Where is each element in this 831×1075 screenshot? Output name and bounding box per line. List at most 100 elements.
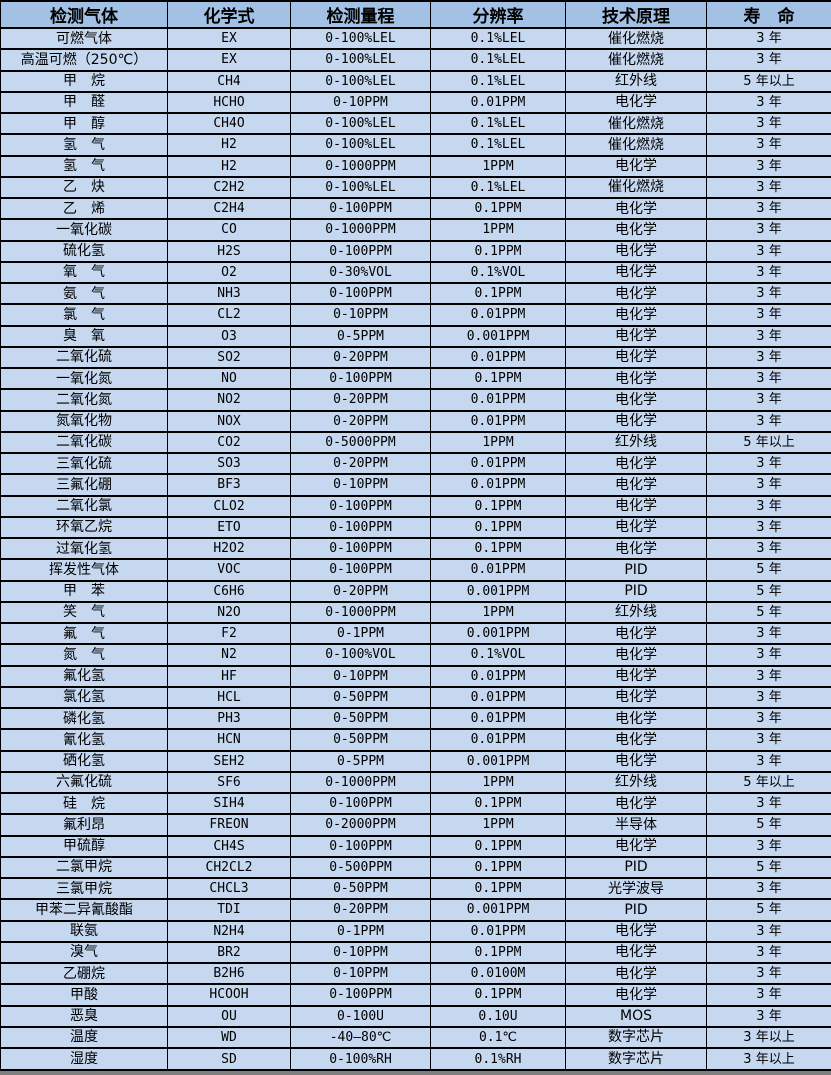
cell-resolution: 0.1%LEL: [430, 111, 566, 136]
cell-formula: NO2: [167, 388, 291, 412]
cell-resolution: 0.1PPM: [430, 494, 566, 518]
cell-formula: ETO: [167, 515, 291, 540]
cell-range: 0-100PPM: [290, 196, 431, 221]
cell-resolution: 0.001PPM: [430, 621, 566, 646]
cell-resolution: 0.001PPM: [430, 898, 566, 922]
table-row: 挥发性气体 VOC 0-100PPM 0.01PPM PID 5 年: [0, 558, 831, 582]
cell-resolution: 0.1PPM: [430, 536, 566, 561]
cell-lifespan: 3 年: [706, 281, 831, 306]
table-row: 甲苯二异氰酸酯 TDI 0-20PPM 0.001PPM PID 5 年: [0, 898, 831, 922]
cell-range: 0-20PPM: [290, 579, 431, 603]
cell-principle: 电化学: [565, 961, 707, 986]
cell-principle: PID: [565, 898, 707, 922]
cell-gas: 二氧化硫: [0, 345, 168, 370]
cell-gas: 二氧化氮: [0, 388, 168, 412]
cell-range: 0-10PPM: [290, 664, 431, 688]
cell-formula: N2O: [167, 600, 291, 625]
cell-range: 0-20PPM: [290, 388, 431, 412]
table-row: 过氧化氢 H2O2 0-100PPM 0.1PPM 电化学 3 年: [0, 536, 831, 561]
cell-lifespan: 3 年: [706, 90, 831, 115]
cell-lifespan: 3 年: [706, 706, 831, 731]
cell-range: 0-1000PPM: [290, 154, 431, 178]
cell-principle: 红外线: [565, 430, 707, 455]
cell-range: 0-20PPM: [290, 898, 431, 922]
cell-gas: 挥发性气体: [0, 558, 168, 582]
cell-principle: 电化学: [565, 834, 707, 858]
cell-range: 0-100U: [290, 1004, 431, 1028]
cell-formula: CH4O: [167, 111, 291, 136]
table-row: 甲 醛 HCHO 0-10PPM 0.01PPM 电化学 3 年: [0, 90, 831, 115]
table-row: 一氧化碳 CO 0-1000PPM 1PPM 电化学 3 年: [0, 218, 831, 242]
table-row: 氟利昂 FREON 0-2000PPM 1PPM 半导体 5 年: [0, 813, 831, 837]
cell-lifespan: 3 年: [706, 515, 831, 540]
cell-formula: CO2: [167, 430, 291, 455]
cell-formula: EX: [167, 26, 291, 51]
cell-gas: 硅 烷: [0, 791, 168, 816]
cell-resolution: 0.001PPM: [430, 579, 566, 603]
cell-resolution: 1PPM: [430, 218, 566, 242]
cell-gas: 高温可燃（250℃）: [0, 48, 168, 72]
table-row: 氮 气 N2 0-100%VOL 0.1%VOL 电化学 3 年: [0, 643, 831, 667]
cell-formula: SO3: [167, 451, 291, 476]
cell-resolution: 0.001PPM: [430, 749, 566, 773]
cell-resolution: 0.01PPM: [430, 919, 566, 943]
table-row: 恶臭 OU 0-100U 0.10U MOS 3 年: [0, 1004, 831, 1028]
cell-range: 0-50PPM: [290, 728, 431, 752]
cell-principle: 电化学: [565, 536, 707, 561]
table-row: 乙硼烷 B2H6 0-10PPM 0.0100M 电化学 3 年: [0, 961, 831, 986]
cell-formula: CH2CL2: [167, 855, 291, 880]
cell-gas: 环氧乙烷: [0, 515, 168, 540]
cell-lifespan: 3 年: [706, 111, 831, 136]
cell-formula: H2: [167, 133, 291, 157]
cell-lifespan: 3 年: [706, 48, 831, 72]
cell-lifespan: 3 年: [706, 749, 831, 773]
table-header: 检测气体 化学式 检测量程 分辨率 技术原理 寿 命: [0, 0, 831, 29]
cell-formula: CH4: [167, 69, 291, 93]
header-row: 检测气体 化学式 检测量程 分辨率 技术原理 寿 命: [0, 0, 831, 29]
table-row: 二氧化碳 CO2 0-5000PPM 1PPM 红外线 5 年以上: [0, 430, 831, 455]
table-row: 二氧化氯 CLO2 0-100PPM 0.1PPM 电化学 3 年: [0, 494, 831, 518]
cell-resolution: 0.01PPM: [430, 303, 566, 327]
cell-resolution: 0.01PPM: [430, 90, 566, 115]
cell-resolution: 0.01PPM: [430, 345, 566, 370]
cell-range: 0-20PPM: [290, 451, 431, 476]
cell-formula: H2O2: [167, 536, 291, 561]
cell-gas: 温度: [0, 1025, 168, 1050]
cell-principle: 电化学: [565, 473, 707, 497]
cell-formula: O2: [167, 260, 291, 285]
cell-gas: 可燃气体: [0, 26, 168, 51]
cell-principle: PID: [565, 855, 707, 880]
table-row: 温度 WD -40—80℃ 0.1℃ 数字芯片 3 年以上: [0, 1025, 831, 1050]
cell-lifespan: 3 年: [706, 196, 831, 221]
table-row: 甲 苯 C6H6 0-20PPM 0.001PPM PID 5 年: [0, 579, 831, 603]
cell-formula: SO2: [167, 345, 291, 370]
table-row: 磷化氢 PH3 0-50PPM 0.01PPM 电化学 3 年: [0, 706, 831, 731]
cell-formula: CO: [167, 218, 291, 242]
cell-gas: 氯化氢: [0, 685, 168, 710]
cell-range: 0-50PPM: [290, 685, 431, 710]
cell-formula: HCN: [167, 728, 291, 752]
cell-principle: 电化学: [565, 239, 707, 263]
cell-formula: B2H6: [167, 961, 291, 986]
cell-gas: 氟利昂: [0, 813, 168, 837]
cell-lifespan: 3 年: [706, 473, 831, 497]
cell-gas: 氨 气: [0, 281, 168, 306]
cell-gas: 三氯甲烷: [0, 876, 168, 901]
cell-principle: 电化学: [565, 940, 707, 965]
cell-range: 0-2000PPM: [290, 813, 431, 837]
cell-resolution: 1PPM: [430, 770, 566, 795]
cell-formula: EX: [167, 48, 291, 72]
cell-gas: 二氧化碳: [0, 430, 168, 455]
cell-gas: 溴气: [0, 940, 168, 965]
cell-lifespan: 3 年: [706, 834, 831, 858]
table-row: 硒化氢 SEH2 0-5PPM 0.001PPM 电化学 3 年: [0, 749, 831, 773]
cell-resolution: 0.01PPM: [430, 409, 566, 433]
cell-range: 0-100PPM: [290, 834, 431, 858]
cell-resolution: 0.1%VOL: [430, 260, 566, 285]
cell-lifespan: 3 年: [706, 621, 831, 646]
cell-principle: PID: [565, 558, 707, 582]
cell-gas: 乙 炔: [0, 175, 168, 200]
cell-lifespan: 3 年: [706, 494, 831, 518]
cell-lifespan: 3 年: [706, 1004, 831, 1028]
